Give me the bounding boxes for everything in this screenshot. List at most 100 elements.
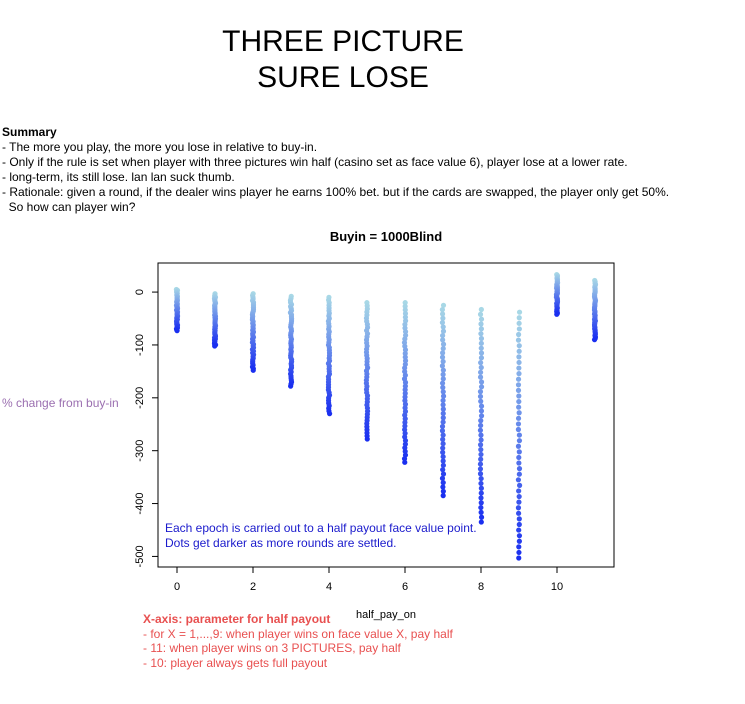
data-point	[402, 310, 409, 317]
data-point	[478, 331, 484, 337]
data-point	[440, 371, 446, 378]
data-point	[516, 555, 522, 561]
summary-line: - long-term, its still lose. lan lan suc…	[2, 170, 235, 184]
data-point	[516, 331, 522, 338]
data-point	[402, 379, 409, 386]
data-point	[477, 369, 484, 375]
data-point	[477, 393, 484, 400]
data-point	[439, 319, 446, 326]
y-tick-label: -500	[134, 545, 146, 567]
data-point	[477, 311, 484, 317]
data-point	[516, 449, 522, 455]
summary-block: Summary - The more you play, the more yo…	[2, 125, 669, 215]
annotation-line-2: Dots get darker as more rounds are settl…	[165, 536, 396, 550]
data-point	[516, 432, 523, 438]
notes-line: - 11: when player wins on 3 PICTURES, pa…	[143, 641, 401, 655]
data-point	[478, 480, 484, 487]
summary-heading: Summary	[2, 125, 57, 139]
annotation-line-1: Each epoch is carried out to a half payo…	[165, 521, 477, 535]
x-tick-label: 6	[402, 581, 408, 593]
data-point	[402, 300, 408, 306]
data-point	[440, 419, 446, 425]
data-point	[477, 461, 484, 467]
page-title: THREE PICTURE SURE LOSE	[0, 24, 686, 96]
data-point	[477, 427, 484, 433]
x-tick-label: 10	[551, 581, 563, 593]
data-point	[478, 340, 484, 346]
data-point	[478, 422, 484, 429]
data-point	[402, 437, 409, 444]
data-point	[440, 350, 446, 356]
data-point	[478, 345, 484, 351]
data-point	[478, 326, 484, 332]
data-point	[402, 394, 408, 400]
data-point	[440, 410, 446, 417]
data-point	[478, 519, 484, 525]
x-axis-notes: X-axis: parameter for half payout - for …	[143, 612, 453, 670]
data-point	[477, 442, 484, 448]
data-point	[515, 415, 522, 421]
chart-title: Buyin = 1000Blind	[330, 229, 442, 244]
data-point	[515, 505, 522, 511]
data-point	[516, 371, 522, 377]
data-point	[440, 432, 446, 438]
x-tick-label: 8	[478, 581, 484, 593]
data-point	[478, 490, 484, 496]
data-point	[478, 500, 484, 506]
data-point	[440, 393, 447, 399]
data-point	[515, 376, 522, 382]
data-point	[478, 379, 485, 385]
data-point	[439, 380, 446, 386]
data-point	[440, 341, 447, 347]
data-point	[478, 485, 484, 491]
data-point	[439, 475, 446, 481]
notes-line: - for X = 1,...,9: when player wins on f…	[143, 626, 453, 641]
y-tick-label: 0	[134, 289, 146, 295]
data-point	[478, 495, 484, 501]
data-point	[402, 321, 408, 328]
data-point	[440, 384, 446, 391]
data-point	[516, 493, 522, 500]
data-point	[440, 415, 446, 421]
data-point	[440, 389, 446, 395]
summary-line: - Rationale: given a round, if the deale…	[2, 185, 670, 199]
data-point	[516, 533, 523, 539]
data-point	[478, 447, 484, 453]
data-point	[440, 302, 447, 308]
data-point	[516, 410, 522, 416]
data-point	[440, 406, 446, 412]
data-point	[440, 458, 446, 464]
data-point	[440, 467, 446, 473]
data-point	[477, 471, 484, 477]
data-point	[516, 510, 522, 516]
x-axis-label: half_pay_on	[356, 609, 416, 621]
data-point	[516, 516, 522, 522]
data-point	[516, 544, 522, 550]
data-point	[516, 538, 522, 544]
data-point	[478, 398, 484, 404]
data-point	[402, 459, 408, 465]
y-tick-label: -200	[134, 387, 146, 409]
data-point	[516, 315, 522, 321]
data-point	[440, 445, 446, 451]
data-point	[478, 514, 485, 520]
data-point	[516, 348, 522, 354]
data-point	[591, 337, 598, 343]
data-point	[440, 315, 446, 321]
data-point	[516, 527, 522, 533]
data-point	[288, 383, 294, 389]
data-point	[478, 408, 485, 414]
summary-line: - The more you play, the more you lose i…	[2, 140, 318, 154]
data-point	[402, 303, 408, 309]
data-point	[516, 460, 522, 466]
data-point	[515, 477, 522, 483]
data-point	[516, 404, 522, 410]
data-point	[440, 436, 446, 442]
data-point	[174, 328, 180, 334]
data-point	[516, 488, 522, 494]
x-tick-label: 4	[326, 581, 332, 593]
data-point	[477, 466, 484, 472]
data-point	[515, 426, 522, 433]
data-point	[515, 443, 522, 449]
